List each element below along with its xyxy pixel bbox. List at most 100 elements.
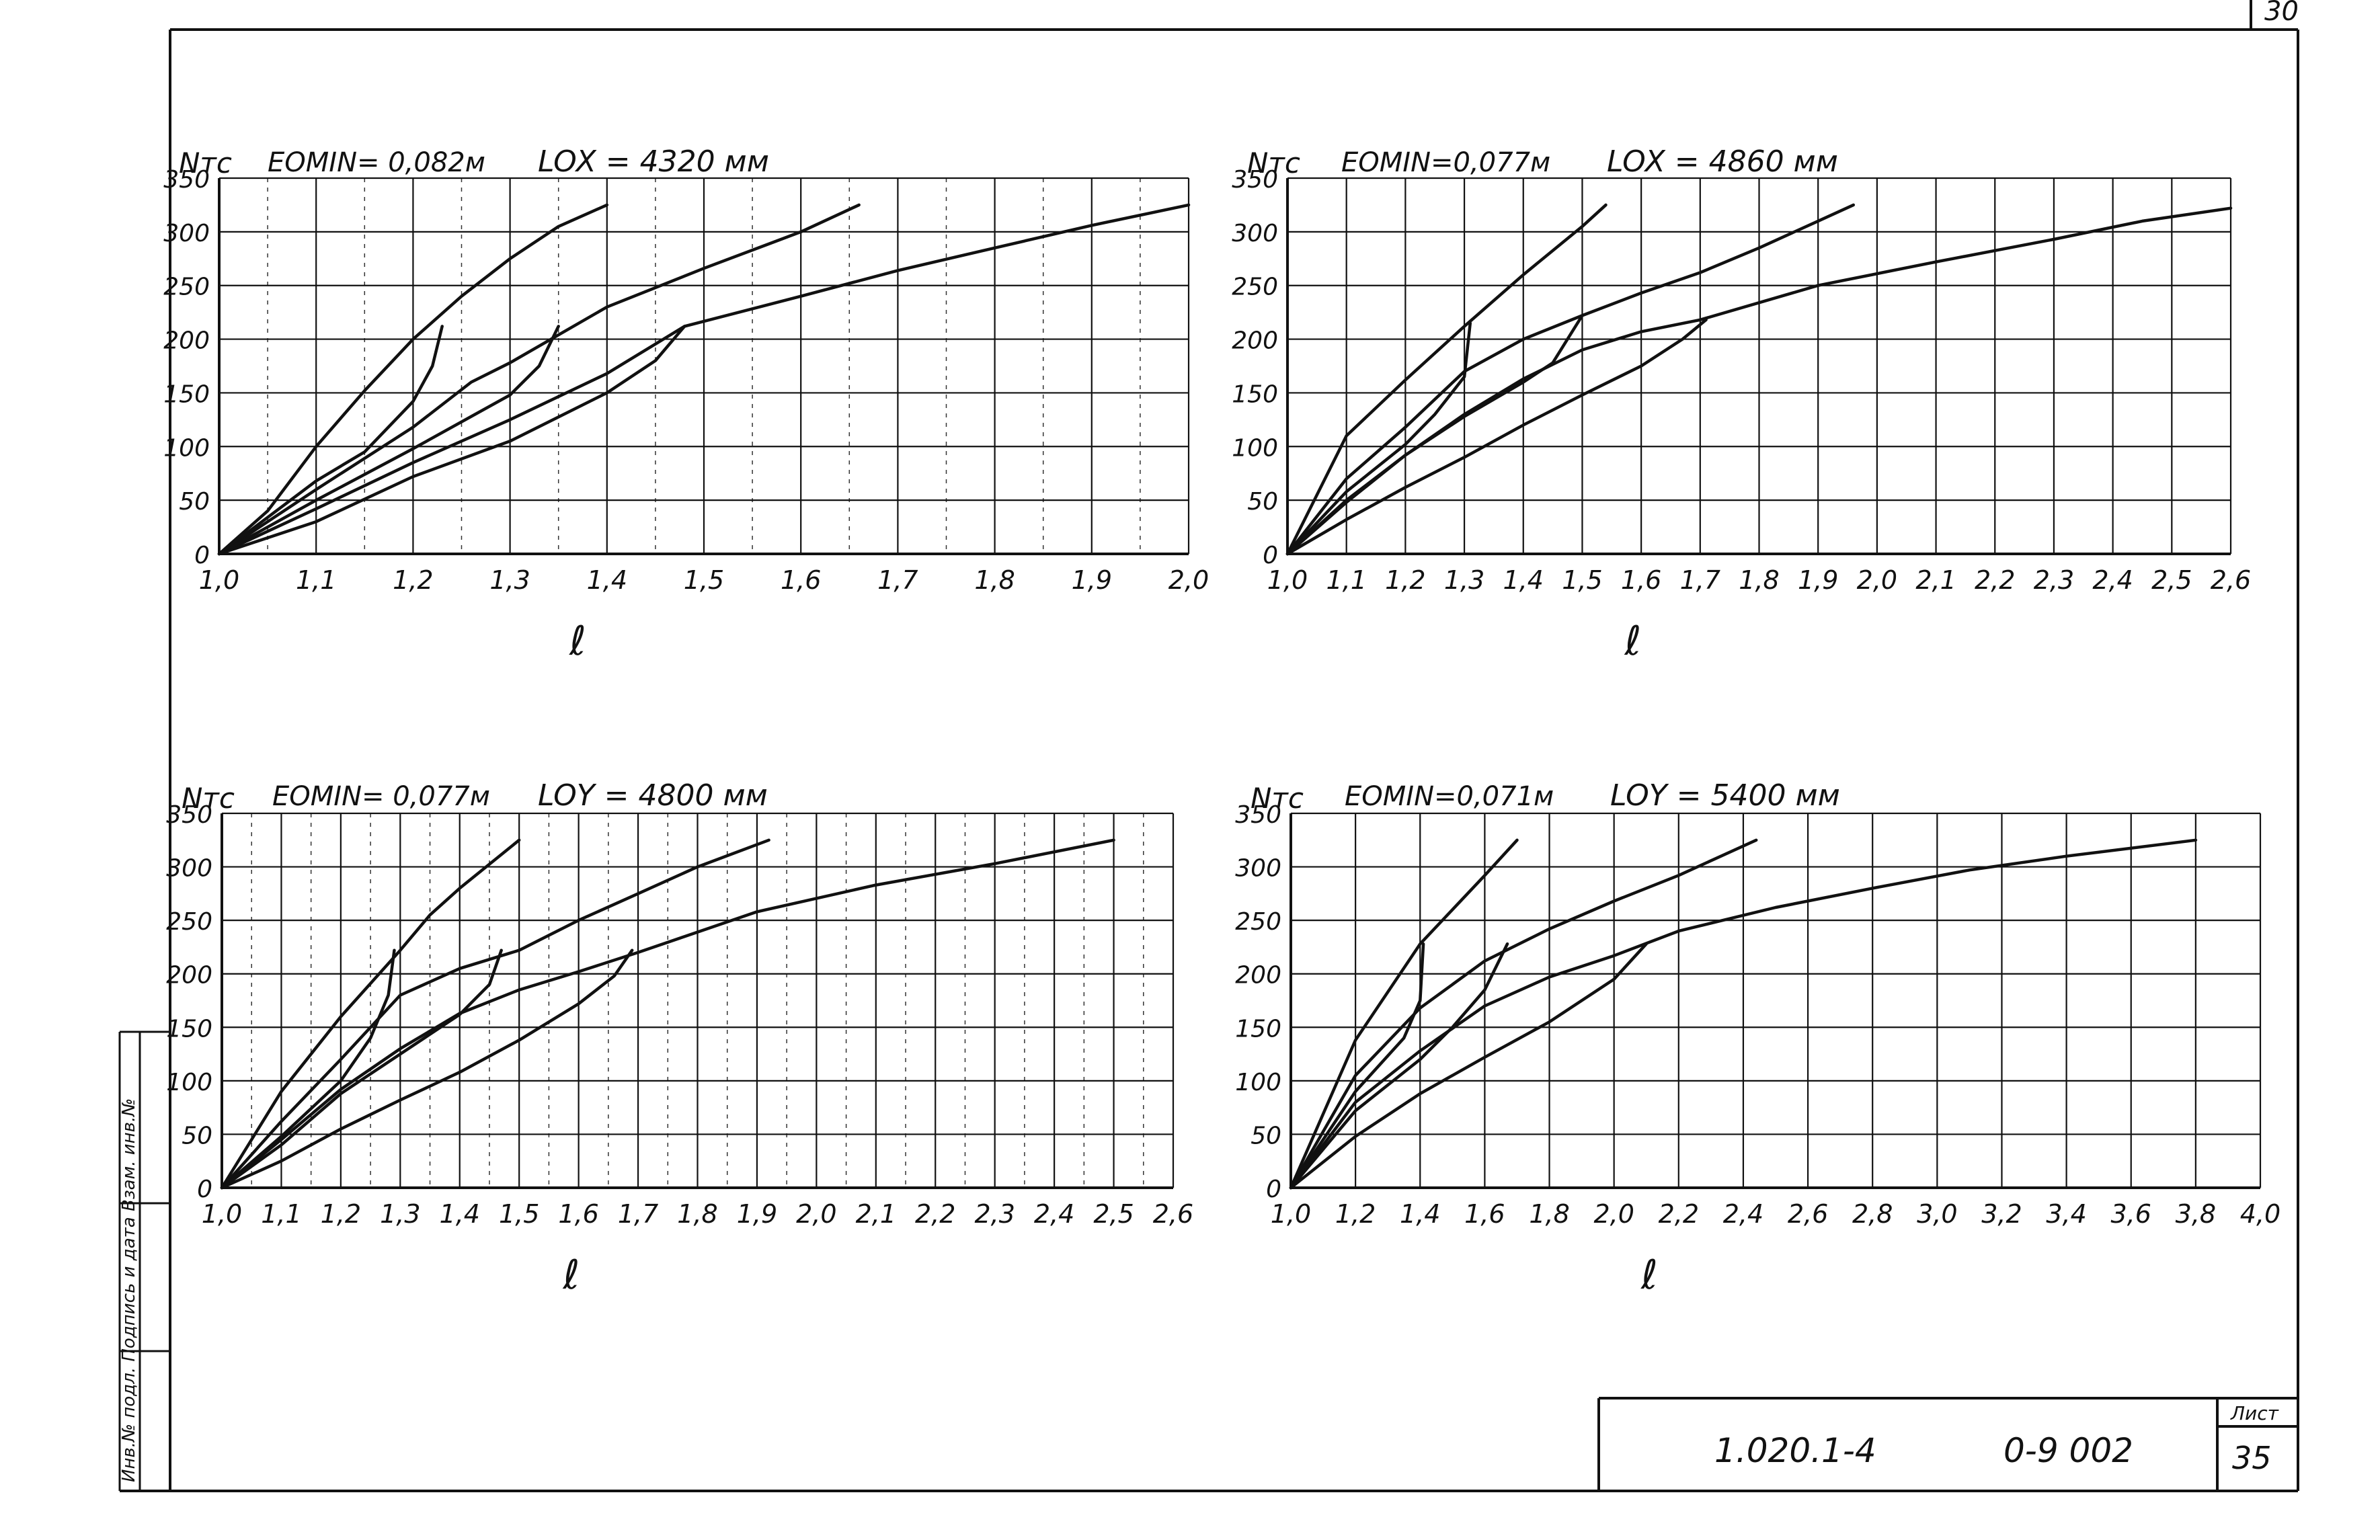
y-tick-label: 0: [194, 542, 210, 569]
title-block: [1597, 1397, 2298, 1491]
x-tick-label: 1,8: [677, 1199, 717, 1229]
x-tick-label: 1,0: [202, 1199, 242, 1229]
y-tick-label: 0: [197, 1176, 212, 1203]
param-length: LOY = 5400 мм: [1610, 778, 1840, 813]
sheet-frame: [120, 0, 2299, 1492]
y-tick-label: 50: [179, 488, 210, 516]
x-tick-label: 1,6: [1621, 565, 1661, 595]
curve-line: [220, 948, 503, 1190]
curve-line: [1289, 942, 1648, 1190]
chart-br: 1,0 1,2 1,4 1,6 1,8 2,0 2,2 2,4 2,6 2,8 3,0 3,2 3,4 3…: [1235, 778, 2280, 1299]
x-tick-label: 2,0: [1857, 565, 1897, 595]
curve-line: [1289, 942, 1425, 1190]
y-tick-label: 300: [163, 220, 210, 247]
chart-tr: 1,0 1,1 1,2 1,3 1,4 1,5 1,6 1,7 1,8 1,9 2,0 2,1 2,2 2…: [1232, 145, 2251, 665]
y-tick-label: 100: [1232, 434, 1278, 462]
y-tick-label: 50: [1247, 488, 1278, 516]
x-tick-label: 1,5: [1562, 565, 1602, 595]
x-tick-label: 2,0: [796, 1199, 836, 1229]
x-tick-label: 1,7: [618, 1199, 658, 1229]
curve-line: [217, 325, 444, 556]
x-tick-label: 2,2: [1975, 565, 2015, 595]
param-eomin: EOMIN= 0,082м: [268, 147, 485, 178]
y-tick-label: 150: [163, 380, 210, 408]
y-axis-label: Nтс: [1251, 782, 1304, 815]
x-tick-label: 1,6: [558, 1199, 598, 1229]
x-tick-label: 1,3: [380, 1199, 420, 1229]
y-tick-label: 350: [1232, 166, 1278, 194]
x-tick-label: 1,5: [684, 565, 724, 595]
x-tick-label: 1,0: [1267, 565, 1308, 595]
curve-line: [1285, 203, 1608, 556]
stamp-vertical-text: Инв.№ подл. Подпись и дата Взам. инв.№: [119, 1098, 139, 1482]
y-tick-label: 50: [182, 1122, 212, 1149]
y-tick-label: 0: [1263, 542, 1278, 569]
curve-line: [1289, 942, 1509, 1190]
x-tick-label: 1,2: [321, 1199, 361, 1229]
x-tick-label: 2,5: [1093, 1199, 1134, 1229]
x-tick-label: 2,1: [856, 1199, 896, 1229]
x-tick-label: 1,0: [199, 565, 239, 595]
y-tick-label: 250: [166, 908, 212, 936]
x-tick-label: 1,0: [1271, 1199, 1311, 1229]
x-tick-label: 2,4: [1723, 1199, 1763, 1229]
x-tick-label: 1,4: [440, 1199, 480, 1229]
y-tick-label: 350: [163, 166, 210, 194]
x-tick-label: 3,6: [2111, 1199, 2151, 1229]
curve-line: [1289, 838, 1758, 1190]
y-tick-label: 250: [163, 274, 210, 301]
x-axis-label: ℓ: [563, 1252, 580, 1299]
y-tick-label: 100: [1235, 1069, 1281, 1096]
x-tick-label: 1,6: [1464, 1199, 1505, 1229]
x-tick-label: 2,6: [1153, 1199, 1193, 1229]
x-tick-label: 1,7: [1680, 565, 1720, 595]
x-tick-label: 2,2: [1659, 1199, 1699, 1229]
curve-line: [1285, 318, 1708, 556]
x-tick-label: 1,1: [261, 1199, 301, 1229]
x-tick-label: 1,7: [877, 565, 918, 595]
x-axis-label: ℓ: [569, 618, 586, 665]
curve-line: [217, 203, 861, 556]
x-tick-label: 2,0: [1593, 1199, 1634, 1229]
x-tick-label: 2,3: [974, 1199, 1015, 1229]
y-tick-label: 50: [1251, 1122, 1281, 1149]
curve-line: [220, 838, 770, 1190]
x-tick-label: 3,8: [2176, 1199, 2216, 1229]
title-block-doc-code: 1.020.1-4: [1714, 1431, 1876, 1470]
binding-stamp: [118, 1030, 170, 1491]
page-number-top: 30: [2264, 0, 2299, 27]
param-eomin: EOMIN=0,071м: [1345, 781, 1554, 812]
curve-line: [217, 325, 560, 556]
x-tick-label: 2,4: [1034, 1199, 1074, 1229]
x-tick-label: 1,2: [1385, 565, 1425, 595]
y-tick-label: 200: [166, 962, 212, 989]
y-tick-label: 150: [1235, 1015, 1281, 1043]
y-tick-label: 200: [163, 327, 210, 355]
y-tick-label: 350: [166, 801, 212, 829]
x-tick-label: 2,4: [2092, 565, 2133, 595]
x-tick-label: 1,8: [1739, 565, 1779, 595]
curve-line: [1285, 314, 1584, 556]
x-tick-label: 1,3: [1444, 565, 1484, 595]
chart-bl: 1,0 1,1 1,2 1,3 1,4 1,5 1,6 1,7 1,8 1,9 2,0 2,1 2,2 2…: [166, 778, 1193, 1299]
x-tick-label: 3,0: [1917, 1199, 1957, 1229]
curve-line: [1285, 321, 1472, 556]
x-tick-label: 1,9: [1072, 565, 1112, 595]
x-tick-label: 4,0: [2240, 1199, 2280, 1229]
x-tick-label: 2,8: [1852, 1199, 1893, 1229]
x-tick-label: 1,1: [296, 565, 336, 595]
y-tick-label: 200: [1232, 327, 1278, 355]
y-tick-label: 200: [1235, 962, 1281, 989]
y-tick-label: 250: [1235, 908, 1281, 936]
x-tick-label: 1,2: [393, 565, 433, 595]
param-length: LOX = 4320 мм: [538, 145, 769, 179]
y-axis-label: Nтс: [1247, 147, 1300, 179]
x-tick-label: 1,4: [1503, 565, 1544, 595]
chart-tl: 1,0 1,1 1,2 1,3 1,4 1,5 1,6 1,7 1,8 1,9 2,0 0 50 100 1…: [163, 145, 1209, 665]
curve-line: [217, 203, 609, 556]
curve-line: [217, 325, 686, 556]
y-tick-label: 150: [1232, 380, 1278, 408]
curve-line: [220, 948, 634, 1190]
curve-line: [220, 838, 521, 1190]
x-tick-label: 1,5: [499, 1199, 539, 1229]
